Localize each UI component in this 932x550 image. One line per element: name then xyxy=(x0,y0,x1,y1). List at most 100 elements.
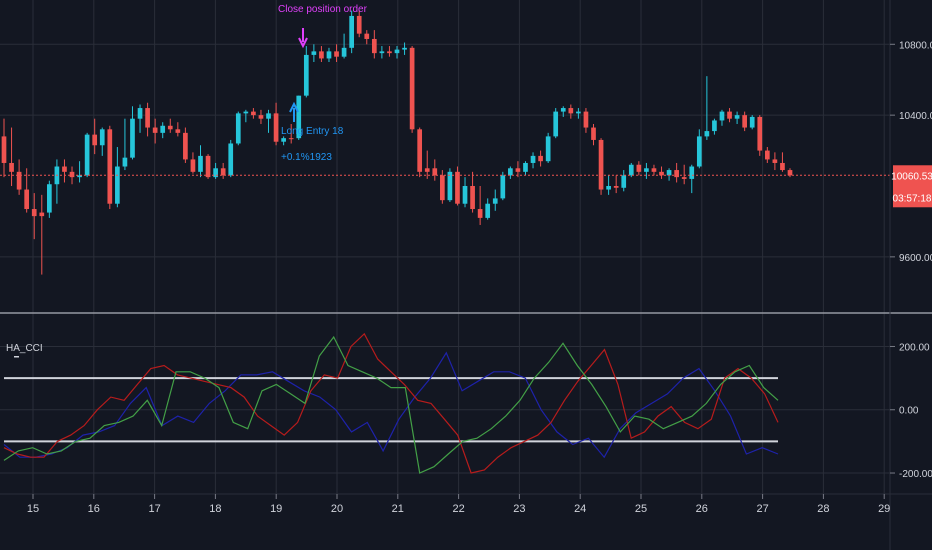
close-position-marker[interactable]: Close position order xyxy=(278,4,368,49)
candle-body[interactable] xyxy=(644,168,649,172)
candle-body[interactable] xyxy=(477,209,483,218)
candle-body[interactable] xyxy=(288,138,294,140)
candle-body[interactable] xyxy=(409,47,415,130)
candle-body[interactable] xyxy=(651,168,657,172)
candle-body[interactable] xyxy=(9,162,14,172)
candle-body[interactable] xyxy=(175,129,181,133)
candle-body[interactable] xyxy=(530,155,536,163)
candle-body[interactable] xyxy=(674,170,679,178)
candle-body[interactable] xyxy=(160,125,166,133)
cci-axis[interactable]: 200.00 0.00 -200.00 xyxy=(890,342,932,480)
candle-body[interactable] xyxy=(712,120,717,132)
candle-body[interactable] xyxy=(402,47,407,50)
time-axis[interactable]: 15 16 17 18 19 20 21 22 23 24 25 26 27 28 29 xyxy=(27,494,890,515)
price-axis[interactable]: 10800.00 10400.00 9600.00 xyxy=(890,40,932,264)
candle-body[interactable] xyxy=(696,136,702,167)
candle-body[interactable] xyxy=(349,15,354,48)
candle-body[interactable] xyxy=(273,113,279,142)
candle-body[interactable] xyxy=(319,51,324,59)
candle-body[interactable] xyxy=(371,38,377,54)
candle-body[interactable] xyxy=(576,111,581,114)
candle-body[interactable] xyxy=(591,127,596,140)
candle-body[interactable] xyxy=(379,51,385,54)
candle-body[interactable] xyxy=(598,139,604,190)
candle-body[interactable] xyxy=(772,159,778,163)
candle-body[interactable] xyxy=(39,212,45,217)
candle-body[interactable] xyxy=(84,134,90,176)
candle-body[interactable] xyxy=(628,164,634,176)
candle-body[interactable] xyxy=(462,186,468,204)
candle-body[interactable] xyxy=(704,131,710,137)
candle-body[interactable] xyxy=(470,186,475,210)
candle-body[interactable] xyxy=(545,136,551,162)
candle-body[interactable] xyxy=(508,168,513,176)
candle-body[interactable] xyxy=(62,166,67,172)
candle-body[interactable] xyxy=(689,166,695,179)
candle-body[interactable] xyxy=(303,54,309,96)
candle-body[interactable] xyxy=(251,111,256,116)
candle-body[interactable] xyxy=(334,51,339,57)
candle-body[interactable] xyxy=(228,143,234,176)
candle-body[interactable] xyxy=(205,155,211,178)
candle-body[interactable] xyxy=(364,33,370,39)
candle-body[interactable] xyxy=(500,175,506,199)
candle-body[interactable] xyxy=(659,171,664,176)
candle-body[interactable] xyxy=(47,184,52,213)
candle-body[interactable] xyxy=(742,115,747,128)
candle-body[interactable] xyxy=(266,113,271,119)
candle-body[interactable] xyxy=(606,186,611,190)
candle-body[interactable] xyxy=(583,111,589,128)
candle-body[interactable] xyxy=(387,51,392,54)
candle-body[interactable] xyxy=(568,108,574,114)
candle-body[interactable] xyxy=(538,155,543,162)
candle-body[interactable] xyxy=(1,136,7,163)
long-entry-marker[interactable]: Long Entry 18 +0.1%1923 xyxy=(281,101,344,163)
candle-body[interactable] xyxy=(311,51,317,55)
candle-body[interactable] xyxy=(613,186,619,188)
candle-body[interactable] xyxy=(243,111,249,114)
candle-body[interactable] xyxy=(447,171,453,201)
candle-body[interactable] xyxy=(719,111,725,121)
candle-body[interactable] xyxy=(440,175,445,201)
candle-body[interactable] xyxy=(183,132,188,160)
candle-body[interactable] xyxy=(356,15,362,34)
candle-body[interactable] xyxy=(780,162,785,171)
candle-body[interactable] xyxy=(515,168,521,172)
price-candles[interactable] xyxy=(1,10,793,275)
candle-body[interactable] xyxy=(77,175,82,178)
candle-body[interactable] xyxy=(107,129,113,204)
candle-body[interactable] xyxy=(621,175,627,188)
candle-body[interactable] xyxy=(787,170,793,176)
candle-body[interactable] xyxy=(92,134,98,146)
candle-body[interactable] xyxy=(417,129,423,172)
candle-body[interactable] xyxy=(69,171,75,178)
candle-body[interactable] xyxy=(281,138,286,142)
candle-body[interactable] xyxy=(326,51,332,59)
candle-body[interactable] xyxy=(485,203,491,218)
candle-body[interactable] xyxy=(394,49,400,54)
candle-body[interactable] xyxy=(31,209,37,217)
candle-body[interactable] xyxy=(734,115,740,119)
candle-body[interactable] xyxy=(341,47,347,57)
candle-body[interactable] xyxy=(749,116,755,128)
candle-body[interactable] xyxy=(99,129,105,146)
candle-body[interactable] xyxy=(220,168,226,176)
indicator-label[interactable]: HA_CCI xyxy=(6,343,43,354)
candle-body[interactable] xyxy=(235,113,241,144)
candle-body[interactable] xyxy=(560,108,566,112)
candle-body[interactable] xyxy=(523,162,528,172)
candle-body[interactable] xyxy=(130,118,135,158)
candle-body[interactable] xyxy=(757,116,763,151)
candle-body[interactable] xyxy=(198,155,203,172)
candle-body[interactable] xyxy=(296,95,302,139)
candle-body[interactable] xyxy=(636,164,642,172)
last-price-tag[interactable]: 10060.53 03:57:18 xyxy=(891,165,932,208)
candle-body[interactable] xyxy=(492,198,498,204)
candle-body[interactable] xyxy=(432,168,438,176)
candle-body[interactable] xyxy=(137,108,143,119)
candle-body[interactable] xyxy=(24,189,30,210)
candle-body[interactable] xyxy=(213,168,218,178)
candle-body[interactable] xyxy=(16,171,22,190)
indicator-settings-icon[interactable] xyxy=(14,356,19,358)
